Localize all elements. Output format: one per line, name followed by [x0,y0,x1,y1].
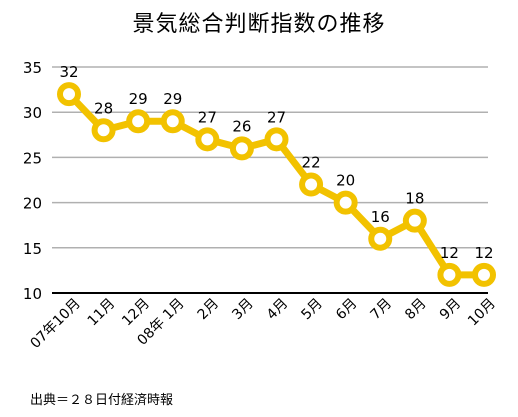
data-label: 20 [336,172,355,190]
x-tick-label: 3月 [229,296,257,324]
data-label: 29 [163,90,182,108]
data-label: 22 [302,154,321,172]
x-tick-label: 4月 [264,296,292,324]
data-label: 27 [267,108,286,126]
data-point [229,136,254,161]
x-tick-label: 2月 [195,296,223,324]
y-tick-label-25: 25 [23,149,42,167]
x-tick-label: 5月 [298,296,326,324]
data-point [160,109,185,134]
data-label: 28 [94,99,113,117]
y-tick-label-20: 20 [23,195,42,213]
data-label: 12 [474,244,493,262]
chart-title: 景気総合判断指数の推移 [132,12,386,37]
data-point [264,127,289,152]
data-point [91,118,116,143]
x-tick-label: 11月 [85,296,119,330]
data-point [437,262,462,287]
data-point [299,172,324,197]
y-tick-label-10: 10 [23,285,42,303]
x-tick-label: 6月 [333,296,361,324]
data-point [333,190,358,215]
data-point [472,262,496,287]
data-label: 18 [405,190,424,208]
data-label: 29 [129,90,148,108]
x-tick-label: 10月 [465,296,499,330]
x-tick-label: 7月 [368,296,396,324]
data-point [368,226,393,251]
x-tick-label: 07年10月 [28,296,84,352]
chart-source: 出典＝２８日付経済時報 [30,393,174,408]
y-tick-label-35: 35 [23,59,42,77]
x-tick-label: 9月 [437,296,465,324]
y-tick-label-15: 15 [23,240,42,258]
data-label: 27 [198,108,217,126]
data-label: 26 [232,117,251,135]
y-tick-label-30: 30 [23,104,42,122]
data-point [195,127,220,152]
data-point [126,109,151,134]
data-point [402,208,427,233]
data-point [57,82,81,107]
data-label: 12 [440,244,459,262]
data-label: 16 [371,208,390,226]
x-tick-label: 8月 [402,296,430,324]
data-label: 32 [59,63,78,81]
